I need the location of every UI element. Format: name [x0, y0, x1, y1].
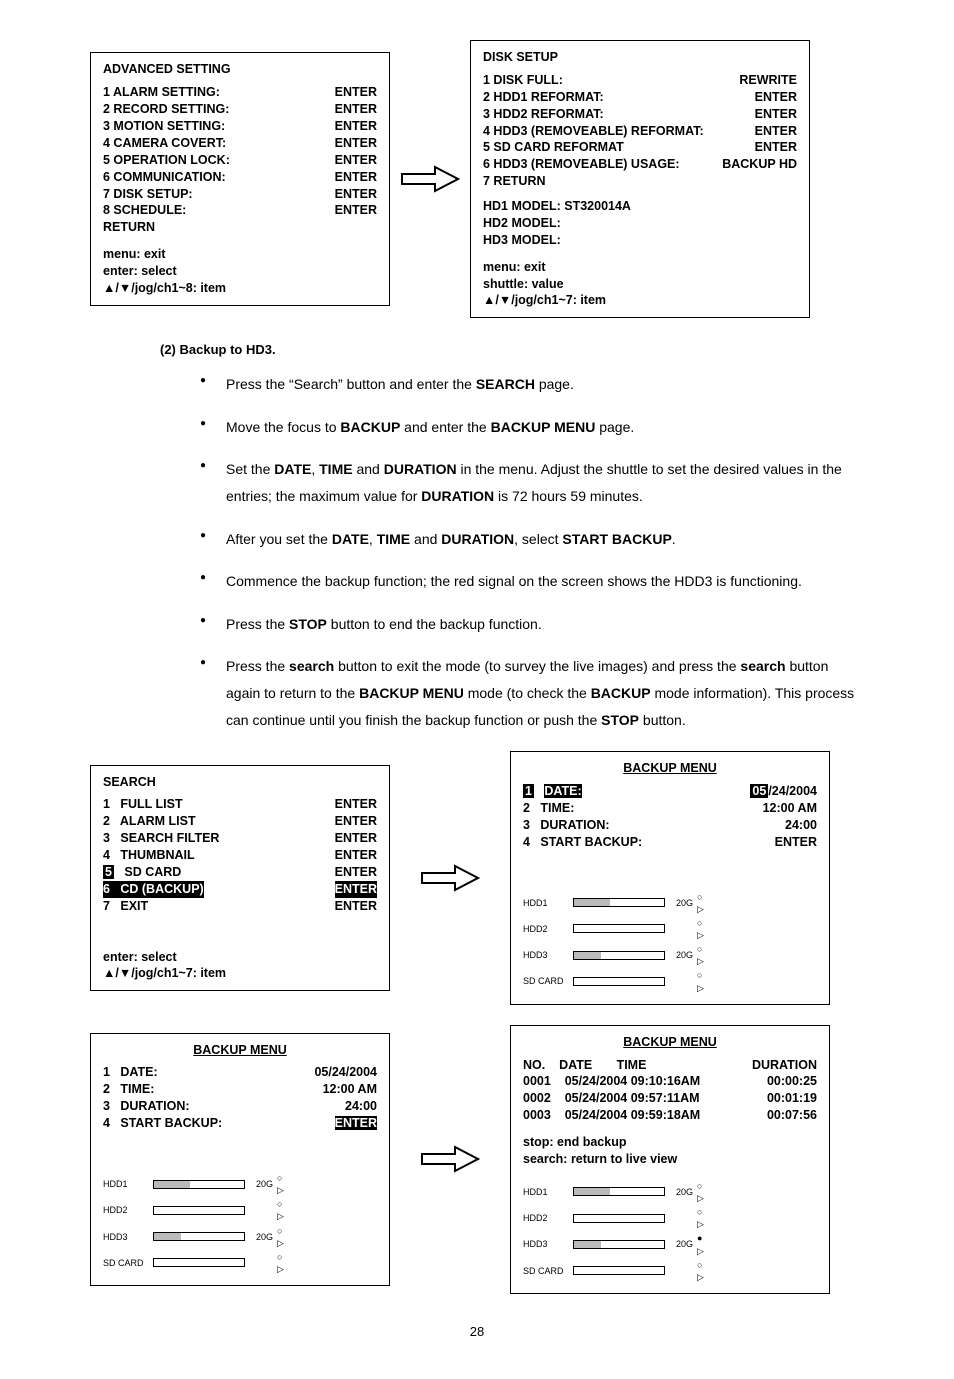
instruction-item: Move the focus to BACKUP and enter the B…	[200, 414, 864, 441]
model-row: HD1 MODEL: ST320014A	[483, 198, 797, 215]
instruction-item: Commence the backup function; the red si…	[200, 568, 864, 595]
row-backup2-backup3: BACKUP MENU 1 DATE:05/24/20042 TIME:12:0…	[90, 1025, 864, 1294]
advanced-hint2: enter: select	[103, 263, 377, 280]
disk-title: DISK SETUP	[483, 49, 797, 66]
disk-setup-box: DISK SETUP 1 DISK FULL:REWRITE2 HDD1 REF…	[470, 40, 810, 318]
hdd-status-row: HDD320G○ ▷	[523, 943, 817, 967]
menu-row: 2 RECORD SETTING:ENTER	[103, 101, 377, 118]
hdd-status-row: HDD120G○ ▷	[523, 891, 817, 915]
backup-menu-1-box: BACKUP MENU 1 DATE:05/24/20042 TIME:12:0…	[510, 751, 830, 1005]
menu-row: RETURN	[103, 219, 377, 236]
row-search-backup1: SEARCH 1 FULL LISTENTER2 ALARM LISTENTER…	[90, 751, 864, 1005]
menu-row: 6 CD (BACKUP)ENTER	[103, 881, 377, 898]
menu-row: 7 RETURN	[483, 173, 797, 190]
arrow-icon	[400, 164, 460, 194]
backup1-title: BACKUP MENU	[523, 760, 817, 777]
backup-menu-3-box: BACKUP MENU NO. DATE TIME DURATION 0001 …	[510, 1025, 830, 1294]
hdd-status-row: SD CARD○ ▷	[103, 1251, 377, 1275]
menu-row: 6 COMMUNICATION:ENTER	[103, 169, 377, 186]
hdd-status-row: HDD2○ ▷	[523, 917, 817, 941]
menu-row: 8 SCHEDULE:ENTER	[103, 202, 377, 219]
menu-row: 5 SD CARDENTER	[103, 864, 377, 881]
search-hint2: ▲/▼/jog/ch1~7: item	[103, 965, 377, 982]
menu-row: 4 START BACKUP:ENTER	[103, 1115, 377, 1132]
advanced-title: ADVANCED SETTING	[103, 61, 377, 78]
menu-row: 4 START BACKUP:ENTER	[523, 834, 817, 851]
menu-row: 3 DURATION:24:00	[523, 817, 817, 834]
hdd-status-row: HDD120G○ ▷	[103, 1172, 377, 1196]
instruction-item: After you set the DATE, TIME and DURATIO…	[200, 526, 864, 553]
model-row: HD3 MODEL:	[483, 232, 797, 249]
page-number: 28	[90, 1324, 864, 1339]
backup3-header: NO. DATE TIME DURATION	[523, 1057, 817, 1074]
backup-menu-2-box: BACKUP MENU 1 DATE:05/24/20042 TIME:12:0…	[90, 1033, 390, 1287]
hdd-status-row: HDD320G○ ▷	[103, 1225, 377, 1249]
instruction-item: Press the search button to exit the mode…	[200, 653, 864, 733]
hdd-status-row: HDD2○ ▷	[523, 1206, 817, 1230]
col-duration: DURATION	[752, 1057, 817, 1074]
advanced-hint1: menu: exit	[103, 246, 377, 263]
menu-row: 3 SEARCH FILTERENTER	[103, 830, 377, 847]
menu-row: 2 TIME:12:00 AM	[103, 1081, 377, 1098]
menu-row: 4 HDD3 (REMOVEABLE) REFORMAT:ENTER	[483, 123, 797, 140]
arrow-icon	[400, 863, 500, 893]
col-date: DATE	[559, 1058, 592, 1072]
disk-hint1: menu: exit	[483, 259, 797, 276]
advanced-hint3: ▲/▼/jog/ch1~8: item	[103, 280, 377, 297]
row-advanced-disk: ADVANCED SETTING 1 ALARM SETTING:ENTER2 …	[90, 40, 864, 318]
instruction-item: Press the “Search” button and enter the …	[200, 371, 864, 398]
menu-row: 1 DISK FULL:REWRITE	[483, 72, 797, 89]
backup2-title: BACKUP MENU	[103, 1042, 377, 1059]
backup-record-row: 0003 05/24/2004 09:59:18AM00:07:56	[523, 1107, 817, 1124]
search-hint1: enter: select	[103, 949, 377, 966]
instruction-item: Set the DATE, TIME and DURATION in the m…	[200, 456, 864, 509]
menu-row: 3 MOTION SETTING:ENTER	[103, 118, 377, 135]
col-no: NO.	[523, 1058, 545, 1072]
menu-row: 4 CAMERA COVERT:ENTER	[103, 135, 377, 152]
menu-row: 2 ALARM LISTENTER	[103, 813, 377, 830]
section-heading: (2) Backup to HD3.	[160, 342, 864, 357]
search-title: SEARCH	[103, 774, 377, 791]
arrow-icon	[400, 1144, 500, 1174]
col-time: TIME	[617, 1058, 647, 1072]
menu-row: 4 THUMBNAILENTER	[103, 847, 377, 864]
menu-row: 7 EXITENTER	[103, 898, 377, 915]
menu-row: 3 HDD2 REFORMAT:ENTER	[483, 106, 797, 123]
disk-hint3: ▲/▼/jog/ch1~7: item	[483, 292, 797, 309]
backup3-hint1: stop: end backup	[523, 1134, 817, 1151]
instruction-item: Press the STOP button to end the backup …	[200, 611, 864, 638]
backup3-hint2: search: return to live view	[523, 1151, 817, 1168]
hdd-status-row: HDD120G○ ▷	[523, 1180, 817, 1204]
hdd-status-row: HDD2○ ▷	[103, 1198, 377, 1222]
hdd-status-row: SD CARD○ ▷	[523, 1259, 817, 1283]
menu-row: 5 OPERATION LOCK:ENTER	[103, 152, 377, 169]
menu-row: 1 FULL LISTENTER	[103, 796, 377, 813]
menu-row: 1 ALARM SETTING:ENTER	[103, 84, 377, 101]
advanced-setting-box: ADVANCED SETTING 1 ALARM SETTING:ENTER2 …	[90, 52, 390, 305]
search-box: SEARCH 1 FULL LISTENTER2 ALARM LISTENTER…	[90, 765, 390, 992]
menu-row: 3 DURATION:24:00	[103, 1098, 377, 1115]
menu-row: 1 DATE:05/24/2004	[523, 783, 817, 800]
menu-row: 5 SD CARD REFORMATENTER	[483, 139, 797, 156]
instruction-list: Press the “Search” button and enter the …	[200, 371, 864, 733]
backup3-title: BACKUP MENU	[523, 1034, 817, 1051]
hdd-status-row: HDD320G● ▷	[523, 1232, 817, 1256]
model-row: HD2 MODEL:	[483, 215, 797, 232]
menu-row: 7 DISK SETUP:ENTER	[103, 186, 377, 203]
menu-row: 6 HDD3 (REMOVEABLE) USAGE:BACKUP HD	[483, 156, 797, 173]
backup-record-row: 0001 05/24/2004 09:10:16AM00:00:25	[523, 1073, 817, 1090]
disk-hint2: shuttle: value	[483, 276, 797, 293]
backup-record-row: 0002 05/24/2004 09:57:11AM00:01:19	[523, 1090, 817, 1107]
menu-row: 2 TIME:12:00 AM	[523, 800, 817, 817]
hdd-status-row: SD CARD○ ▷	[523, 969, 817, 993]
menu-row: 2 HDD1 REFORMAT:ENTER	[483, 89, 797, 106]
menu-row: 1 DATE:05/24/2004	[103, 1064, 377, 1081]
